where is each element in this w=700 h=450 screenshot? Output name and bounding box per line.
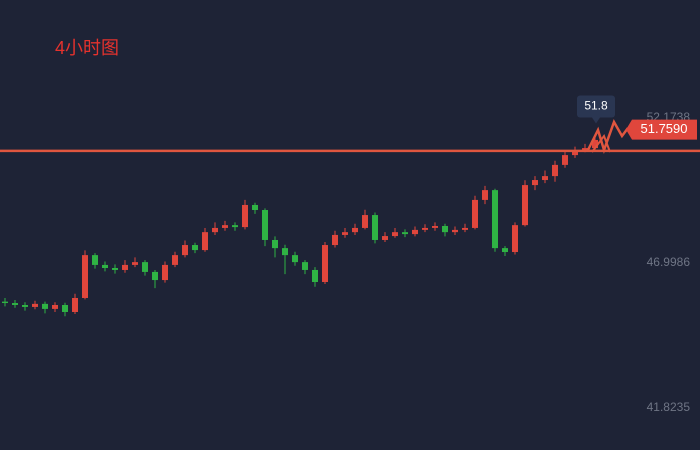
candle-body (72, 297, 78, 312)
candle-body (472, 199, 478, 228)
candle-body (202, 232, 208, 251)
y-tick-label: 46.9986 (647, 255, 691, 269)
candle-body (122, 264, 128, 270)
candle-body (392, 232, 398, 237)
annotation-pointer (592, 117, 600, 124)
candle-body (582, 148, 588, 151)
candle-body (572, 150, 578, 156)
candle-body (422, 227, 428, 230)
chart-title: 4小时图 (55, 38, 119, 58)
candle-body (492, 190, 498, 249)
projection-arrow (586, 119, 629, 155)
candle-body (342, 232, 348, 235)
y-tick-label: 41.8235 (647, 400, 691, 414)
candle-body (102, 264, 108, 269)
candle-body (362, 215, 368, 228)
candle-body (112, 268, 118, 270)
candle-body (222, 225, 228, 228)
candle-body (522, 185, 528, 226)
candle-body (332, 234, 338, 246)
candle-body (22, 304, 28, 307)
candle-body (292, 255, 298, 263)
candle-body (92, 255, 98, 265)
projection-arrow (591, 133, 611, 153)
candle-body (282, 248, 288, 256)
candle-body (242, 204, 248, 228)
candle-body (142, 262, 148, 272)
candle-body (552, 164, 558, 177)
candle-body (32, 303, 38, 307)
candle-body (512, 225, 518, 253)
candle-body (152, 271, 158, 281)
candle-body (42, 303, 48, 309)
candle-body (442, 225, 448, 233)
candle-body (562, 155, 568, 165)
candle-body (382, 236, 388, 240)
candle-body (182, 245, 188, 256)
candle-body (162, 264, 168, 281)
candle-body (192, 245, 198, 251)
annotation-label: 51.8 (584, 99, 608, 113)
candle-body (432, 225, 438, 228)
candle-body (372, 215, 378, 240)
candle-body (412, 229, 418, 235)
candle-body (62, 304, 68, 312)
candle-body (132, 262, 138, 265)
candle-body (212, 227, 218, 233)
candle-body (272, 239, 278, 249)
candle-body (302, 262, 308, 270)
candle-body (172, 255, 178, 265)
candle-body (542, 176, 548, 181)
candle-body (532, 180, 538, 186)
candle-body (592, 139, 598, 149)
candle-body (322, 245, 328, 283)
candle-body (2, 301, 8, 304)
annotation-box (577, 95, 615, 118)
candle-body (312, 269, 318, 283)
candle-body (452, 229, 458, 233)
candle-body (12, 303, 18, 305)
price-tag-label: 51.7590 (641, 121, 688, 136)
candle-body (482, 190, 488, 200)
candle-body (252, 204, 258, 211)
candle-body (232, 225, 238, 228)
candle-body (262, 210, 268, 240)
price-tag (626, 119, 697, 140)
candle-body (402, 232, 408, 235)
candle-body (352, 227, 358, 233)
candle-body (502, 248, 508, 253)
candle-body (82, 255, 88, 298)
candle-body (52, 304, 58, 309)
candle-body (462, 227, 468, 230)
